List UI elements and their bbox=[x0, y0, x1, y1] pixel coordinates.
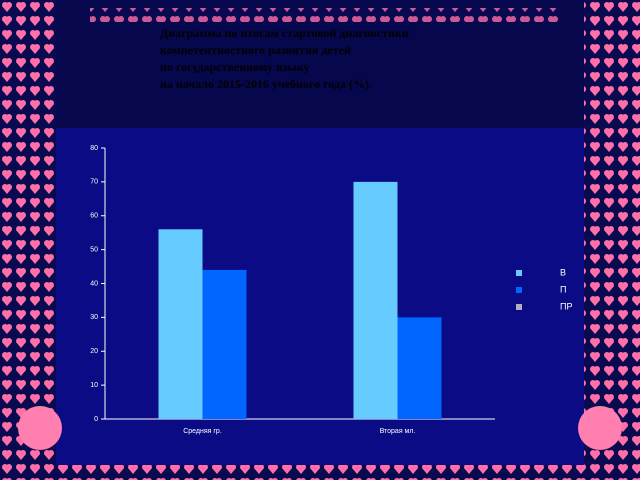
y-tick-label: 30 bbox=[90, 314, 98, 321]
chart-title: на начало 2015-2016 учебного года (%). bbox=[160, 77, 372, 91]
y-tick-label: 0 bbox=[94, 416, 98, 423]
chart-area bbox=[56, 128, 584, 465]
x-tick-label: Средняя гр. bbox=[183, 428, 222, 435]
y-tick-label: 40 bbox=[90, 280, 98, 287]
rose-right bbox=[578, 406, 622, 450]
y-tick-label: 10 bbox=[90, 382, 98, 389]
y-tick-label: 50 bbox=[90, 246, 98, 253]
legend-label: В bbox=[560, 267, 566, 277]
legend-swatch bbox=[516, 270, 522, 276]
chart-title: по государственному языку bbox=[160, 60, 309, 74]
legend-label: ПР bbox=[560, 301, 572, 311]
right-border bbox=[584, 0, 640, 480]
y-tick-label: 70 bbox=[90, 179, 98, 186]
bar bbox=[353, 181, 398, 419]
y-tick-label: 60 bbox=[90, 213, 98, 220]
y-tick-label: 20 bbox=[90, 348, 98, 355]
legend-swatch bbox=[516, 304, 522, 310]
legend-swatch bbox=[516, 287, 522, 293]
left-border bbox=[0, 0, 56, 480]
y-tick-label: 80 bbox=[90, 145, 98, 152]
chart-title: Диаграмма по итогам стартовой диагностик… bbox=[160, 26, 409, 40]
rose-left bbox=[18, 406, 62, 450]
bar bbox=[202, 269, 247, 419]
bar bbox=[158, 229, 203, 419]
x-tick-label: Вторая мл. bbox=[380, 428, 416, 435]
top-border bbox=[90, 8, 560, 22]
legend-label: П bbox=[560, 284, 566, 294]
bar bbox=[397, 317, 442, 419]
chart-title: компетентностного развития детей bbox=[160, 43, 351, 57]
bottom-border bbox=[56, 465, 584, 480]
